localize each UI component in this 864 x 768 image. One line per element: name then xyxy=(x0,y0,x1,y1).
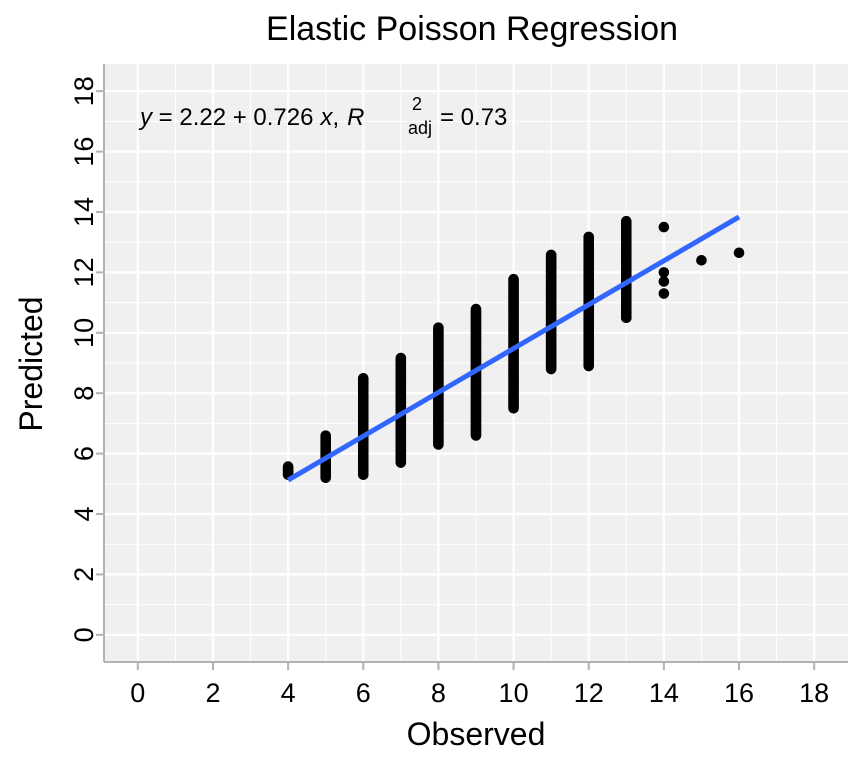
data-point xyxy=(320,430,331,441)
eq-sep: , xyxy=(332,104,339,131)
x-tick-label: 18 xyxy=(799,678,829,708)
y-tick-label: 14 xyxy=(69,197,99,227)
data-point xyxy=(395,352,407,364)
y-tick-label: 8 xyxy=(69,386,99,401)
x-tick-label: 8 xyxy=(431,678,446,708)
data-point xyxy=(583,359,595,370)
data-point xyxy=(282,461,294,472)
x-tick-label: 16 xyxy=(724,678,754,708)
eq-y: y xyxy=(138,104,154,131)
y-tick-label: 18 xyxy=(69,76,99,106)
y-tick-label: 6 xyxy=(69,446,99,461)
x-axis-title: Observed xyxy=(407,716,546,752)
data-point xyxy=(658,288,670,299)
eq-body: = 2.22 + 0.726 xyxy=(152,104,313,131)
data-point xyxy=(621,215,632,227)
x-tick-label: 0 xyxy=(130,678,145,708)
x-tick-label: 2 xyxy=(205,678,220,708)
x-axis-ticks: 0 2 4 6 8 10 12 14 16 18 xyxy=(130,662,829,708)
r2-superscript: 2 xyxy=(412,94,422,114)
x-tick-label: 10 xyxy=(499,678,529,708)
chart-title: Elastic Poisson Regression xyxy=(266,10,678,48)
fit-line xyxy=(286,214,741,483)
x-tick-label: 14 xyxy=(649,678,679,708)
data-point xyxy=(470,303,482,315)
data-point xyxy=(696,255,707,266)
y-tick-label: 16 xyxy=(69,137,99,167)
x-tick-label: 4 xyxy=(281,678,296,708)
y-tick-label: 10 xyxy=(69,318,99,348)
data-point xyxy=(621,312,632,323)
x-tick-label: 6 xyxy=(356,678,371,708)
grid-major xyxy=(104,64,848,662)
data-point xyxy=(733,247,745,259)
data-point xyxy=(433,322,444,333)
eq-r: R xyxy=(347,104,364,131)
regression-equation: y = 2.22 + 0.726 x, R xyxy=(138,104,365,131)
y-axis-title: Predicted xyxy=(13,296,49,431)
y-axis-ticks: 0 2 4 6 8 10 12 14 16 18 xyxy=(69,76,104,642)
x-tick-label: 12 xyxy=(574,678,604,708)
data-point xyxy=(658,221,670,233)
y-tick-label: 2 xyxy=(69,567,99,582)
y-tick-label: 12 xyxy=(69,257,99,287)
y-tick-label: 4 xyxy=(69,506,99,521)
data-point xyxy=(545,249,557,261)
data-point xyxy=(658,276,670,287)
y-tick-label: 0 xyxy=(69,627,99,642)
data-point xyxy=(508,273,519,285)
data-point xyxy=(583,231,595,243)
data-point xyxy=(357,372,369,384)
r2-value: = 0.73 xyxy=(440,104,507,131)
r2-subscript: adj xyxy=(408,118,432,138)
eq-x: x xyxy=(319,104,333,131)
data-point xyxy=(658,267,670,278)
